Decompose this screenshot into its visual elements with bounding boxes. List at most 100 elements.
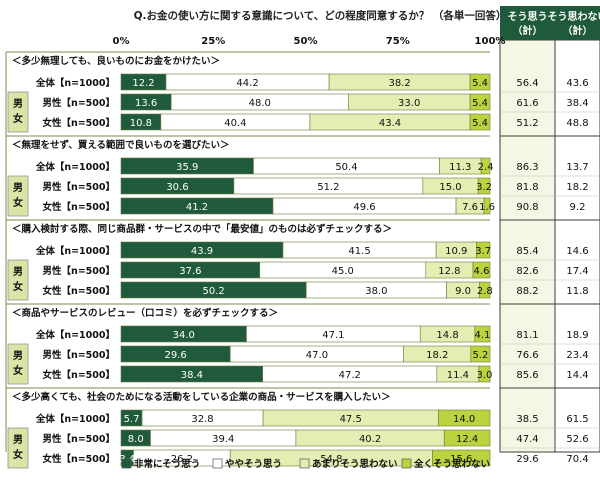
- data-label: 14.8: [436, 330, 458, 341]
- data-label: 12.8: [438, 266, 460, 277]
- row-label: 男性【n=500】: [42, 97, 115, 109]
- data-label: 44.2: [236, 78, 258, 89]
- x-tick-label: 0%: [113, 36, 130, 47]
- disagree-value: 38.4: [566, 98, 588, 109]
- disagree-column: [554, 39, 600, 453]
- data-label: 12.4: [456, 434, 478, 445]
- bar-segment: [480, 157, 491, 175]
- data-label: 47.5: [340, 414, 362, 425]
- agree-header-line-1: （計）: [513, 24, 543, 37]
- agree-column: [499, 39, 556, 453]
- agree-value: 86.3: [516, 162, 538, 173]
- bar-segment: [476, 241, 491, 259]
- row-label: 女性【n=500】: [42, 453, 115, 465]
- agree-value: 85.4: [516, 246, 538, 257]
- gender-box: [7, 175, 29, 217]
- x-tick-label: 25%: [201, 36, 225, 47]
- row-label: 全体【n=1000】: [35, 329, 115, 341]
- disagree-header-bg: [555, 6, 600, 40]
- data-label: 26.2: [171, 454, 193, 465]
- gender-label: 女: [13, 364, 23, 377]
- data-label: 5.2: [472, 350, 488, 361]
- data-label: 38.2: [388, 78, 410, 89]
- agree-value: 85.6: [516, 370, 538, 381]
- bar-segment: [469, 113, 491, 131]
- row-label: 全体【n=1000】: [35, 161, 115, 173]
- gender-label: 女: [13, 196, 23, 209]
- data-label: 2.4: [478, 162, 494, 173]
- agree-value: 51.2: [516, 118, 538, 129]
- data-label: 5.4: [472, 98, 488, 109]
- data-label: 2.8: [477, 286, 493, 297]
- gender-label: 男: [13, 182, 23, 194]
- data-label: 13.6: [135, 98, 157, 109]
- bar-segment: [478, 365, 491, 383]
- disagree-value: 11.8: [566, 286, 588, 297]
- bar-segment: [469, 73, 491, 91]
- data-label: 38.4: [181, 370, 203, 381]
- x-tick-label: 100%: [475, 36, 506, 47]
- data-label: 9.0: [455, 286, 471, 297]
- data-label: 54.8: [320, 454, 342, 465]
- gender-box: [7, 91, 29, 133]
- row-label: 男性【n=500】: [42, 265, 115, 277]
- disagree-value: 14.6: [566, 246, 588, 257]
- legend-swatch: [401, 458, 412, 469]
- x-tick-label: 75%: [386, 36, 410, 47]
- agree-value: 38.5: [516, 414, 538, 425]
- gender-label: 男: [13, 434, 23, 446]
- row-label: 男性【n=500】: [42, 433, 115, 445]
- gender-box: [7, 427, 29, 469]
- data-label: 5.4: [472, 78, 488, 89]
- data-label: 10.8: [130, 118, 152, 129]
- data-label: 47.0: [306, 350, 328, 361]
- bar-segment: [469, 93, 491, 111]
- disagree-header-line-1: （計）: [563, 24, 593, 37]
- data-label: 3.0: [477, 370, 493, 381]
- data-label: 5.7: [124, 414, 140, 425]
- data-label: 11.4: [447, 370, 469, 381]
- bar-segment: [474, 325, 491, 343]
- data-label: 50.2: [202, 286, 224, 297]
- data-label: 11.3: [449, 162, 471, 173]
- data-label: 18.2: [426, 350, 448, 361]
- data-label: 14.0: [453, 414, 475, 425]
- agree-value: 81.1: [516, 330, 538, 341]
- section-title: ＜無理をせず、買える範囲で良いものを選びたい＞: [12, 139, 230, 151]
- disagree-value: 48.8: [566, 118, 588, 129]
- gender-label: 男: [13, 98, 23, 110]
- row-label: 女性【n=500】: [42, 117, 115, 129]
- legend-swatch: [212, 458, 223, 469]
- agree-value: 29.6: [516, 454, 538, 465]
- data-label: 47.1: [322, 330, 344, 341]
- data-label: 51.2: [317, 182, 339, 193]
- disagree-value: 43.6: [566, 78, 588, 89]
- chart-title: Q.お金の使い方に関する意識について、どの程度同意するか？ （各単一回答）: [134, 9, 507, 22]
- agree-value: 82.6: [516, 266, 538, 277]
- gender-label: 男: [13, 350, 23, 362]
- gender-label: 女: [13, 280, 23, 293]
- data-label: 7.6: [462, 202, 478, 213]
- legend-swatch: [121, 458, 132, 469]
- agree-header-bg: [500, 6, 555, 40]
- disagree-value: 61.5: [566, 414, 588, 425]
- data-label: 15.6: [450, 454, 472, 465]
- section-title: ＜多少無理しても、良いものにお金をかけたい＞: [12, 55, 220, 67]
- section-title: ＜商品やサービスのレビュー（口コミ）を必ずチェックする＞: [12, 307, 278, 319]
- gender-box: [7, 259, 29, 301]
- data-label: 32.8: [191, 414, 213, 425]
- agree-value: 56.4: [516, 78, 538, 89]
- data-label: 40.2: [359, 434, 381, 445]
- legend-label: 非常にそう思う: [134, 458, 200, 470]
- disagree-value: 14.4: [566, 370, 588, 381]
- data-label: 40.4: [224, 118, 246, 129]
- data-label: 48.0: [249, 98, 271, 109]
- data-label: 33.0: [398, 98, 420, 109]
- gender-label: 女: [13, 112, 23, 125]
- row-label: 男性【n=500】: [42, 181, 115, 193]
- data-label: 41.5: [348, 246, 370, 257]
- data-label: 49.6: [353, 202, 375, 213]
- disagree-value: 13.7: [566, 162, 588, 173]
- disagree-value: 23.4: [566, 350, 588, 361]
